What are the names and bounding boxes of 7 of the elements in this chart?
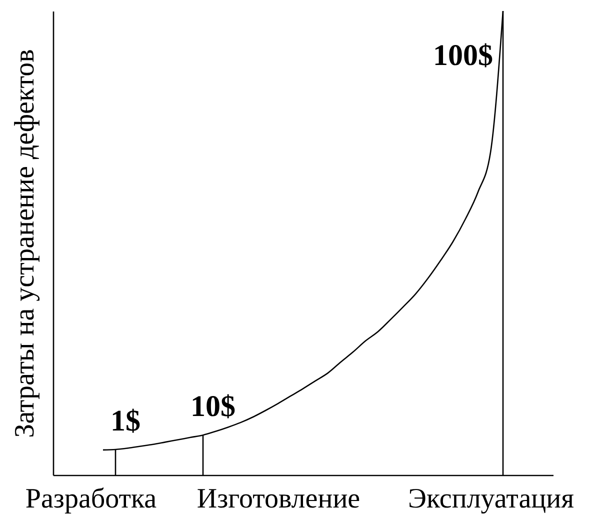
x-tick-label: Разработка <box>25 484 158 514</box>
y-axis-title: Затраты на устранение дефектов <box>10 49 40 438</box>
x-tick-label: Изготовление <box>196 484 360 514</box>
annotation: 10$ <box>190 390 236 424</box>
x-tick-label: Эксплуатация <box>408 484 574 514</box>
annotation: 100$ <box>433 39 493 72</box>
annotation: 1$ <box>110 404 140 438</box>
